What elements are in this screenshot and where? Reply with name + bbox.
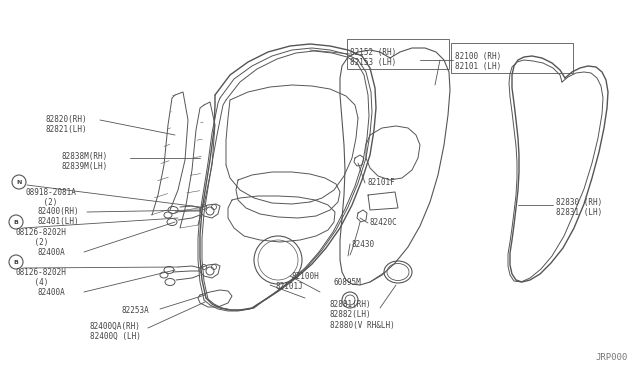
Text: 82400A: 82400A bbox=[38, 248, 66, 257]
Text: 82100H: 82100H bbox=[292, 272, 320, 281]
Text: 08126-8202H
    (2): 08126-8202H (2) bbox=[16, 228, 67, 247]
Text: 82100 (RH)
82101 (LH): 82100 (RH) 82101 (LH) bbox=[455, 52, 501, 71]
Text: B: B bbox=[13, 219, 19, 224]
Circle shape bbox=[9, 255, 23, 269]
Text: 82400(RH)
82401(LH): 82400(RH) 82401(LH) bbox=[38, 207, 79, 227]
Text: N: N bbox=[16, 180, 22, 185]
Circle shape bbox=[9, 215, 23, 229]
Text: B: B bbox=[13, 260, 19, 264]
Text: 08126-8202H
    (4): 08126-8202H (4) bbox=[16, 268, 67, 288]
Text: 82420C: 82420C bbox=[370, 218, 397, 227]
Text: 82400A: 82400A bbox=[38, 288, 66, 297]
Text: 82152 (RH)
82153 (LH): 82152 (RH) 82153 (LH) bbox=[350, 48, 396, 67]
FancyBboxPatch shape bbox=[347, 39, 449, 69]
Text: 82101J: 82101J bbox=[275, 282, 303, 291]
Text: 82430: 82430 bbox=[352, 240, 375, 249]
Text: 82820(RH)
82821(LH): 82820(RH) 82821(LH) bbox=[46, 115, 88, 134]
Text: 08918-2081A
    (2): 08918-2081A (2) bbox=[25, 188, 76, 208]
Text: JRP000: JRP000 bbox=[596, 353, 628, 362]
Text: 82838M(RH)
82839M(LH): 82838M(RH) 82839M(LH) bbox=[62, 152, 108, 171]
Circle shape bbox=[12, 175, 26, 189]
Text: 82101F: 82101F bbox=[368, 178, 396, 187]
Text: 82253A: 82253A bbox=[122, 306, 150, 315]
Text: 82881(RH)
82882(LH)
82880(V RH&LH): 82881(RH) 82882(LH) 82880(V RH&LH) bbox=[330, 300, 395, 330]
Text: 82400QA(RH)
82400Q (LH): 82400QA(RH) 82400Q (LH) bbox=[90, 322, 141, 341]
FancyBboxPatch shape bbox=[451, 43, 573, 73]
Text: 82830 (RH)
82831 (LH): 82830 (RH) 82831 (LH) bbox=[556, 198, 602, 217]
Text: 60895M: 60895M bbox=[334, 278, 362, 287]
